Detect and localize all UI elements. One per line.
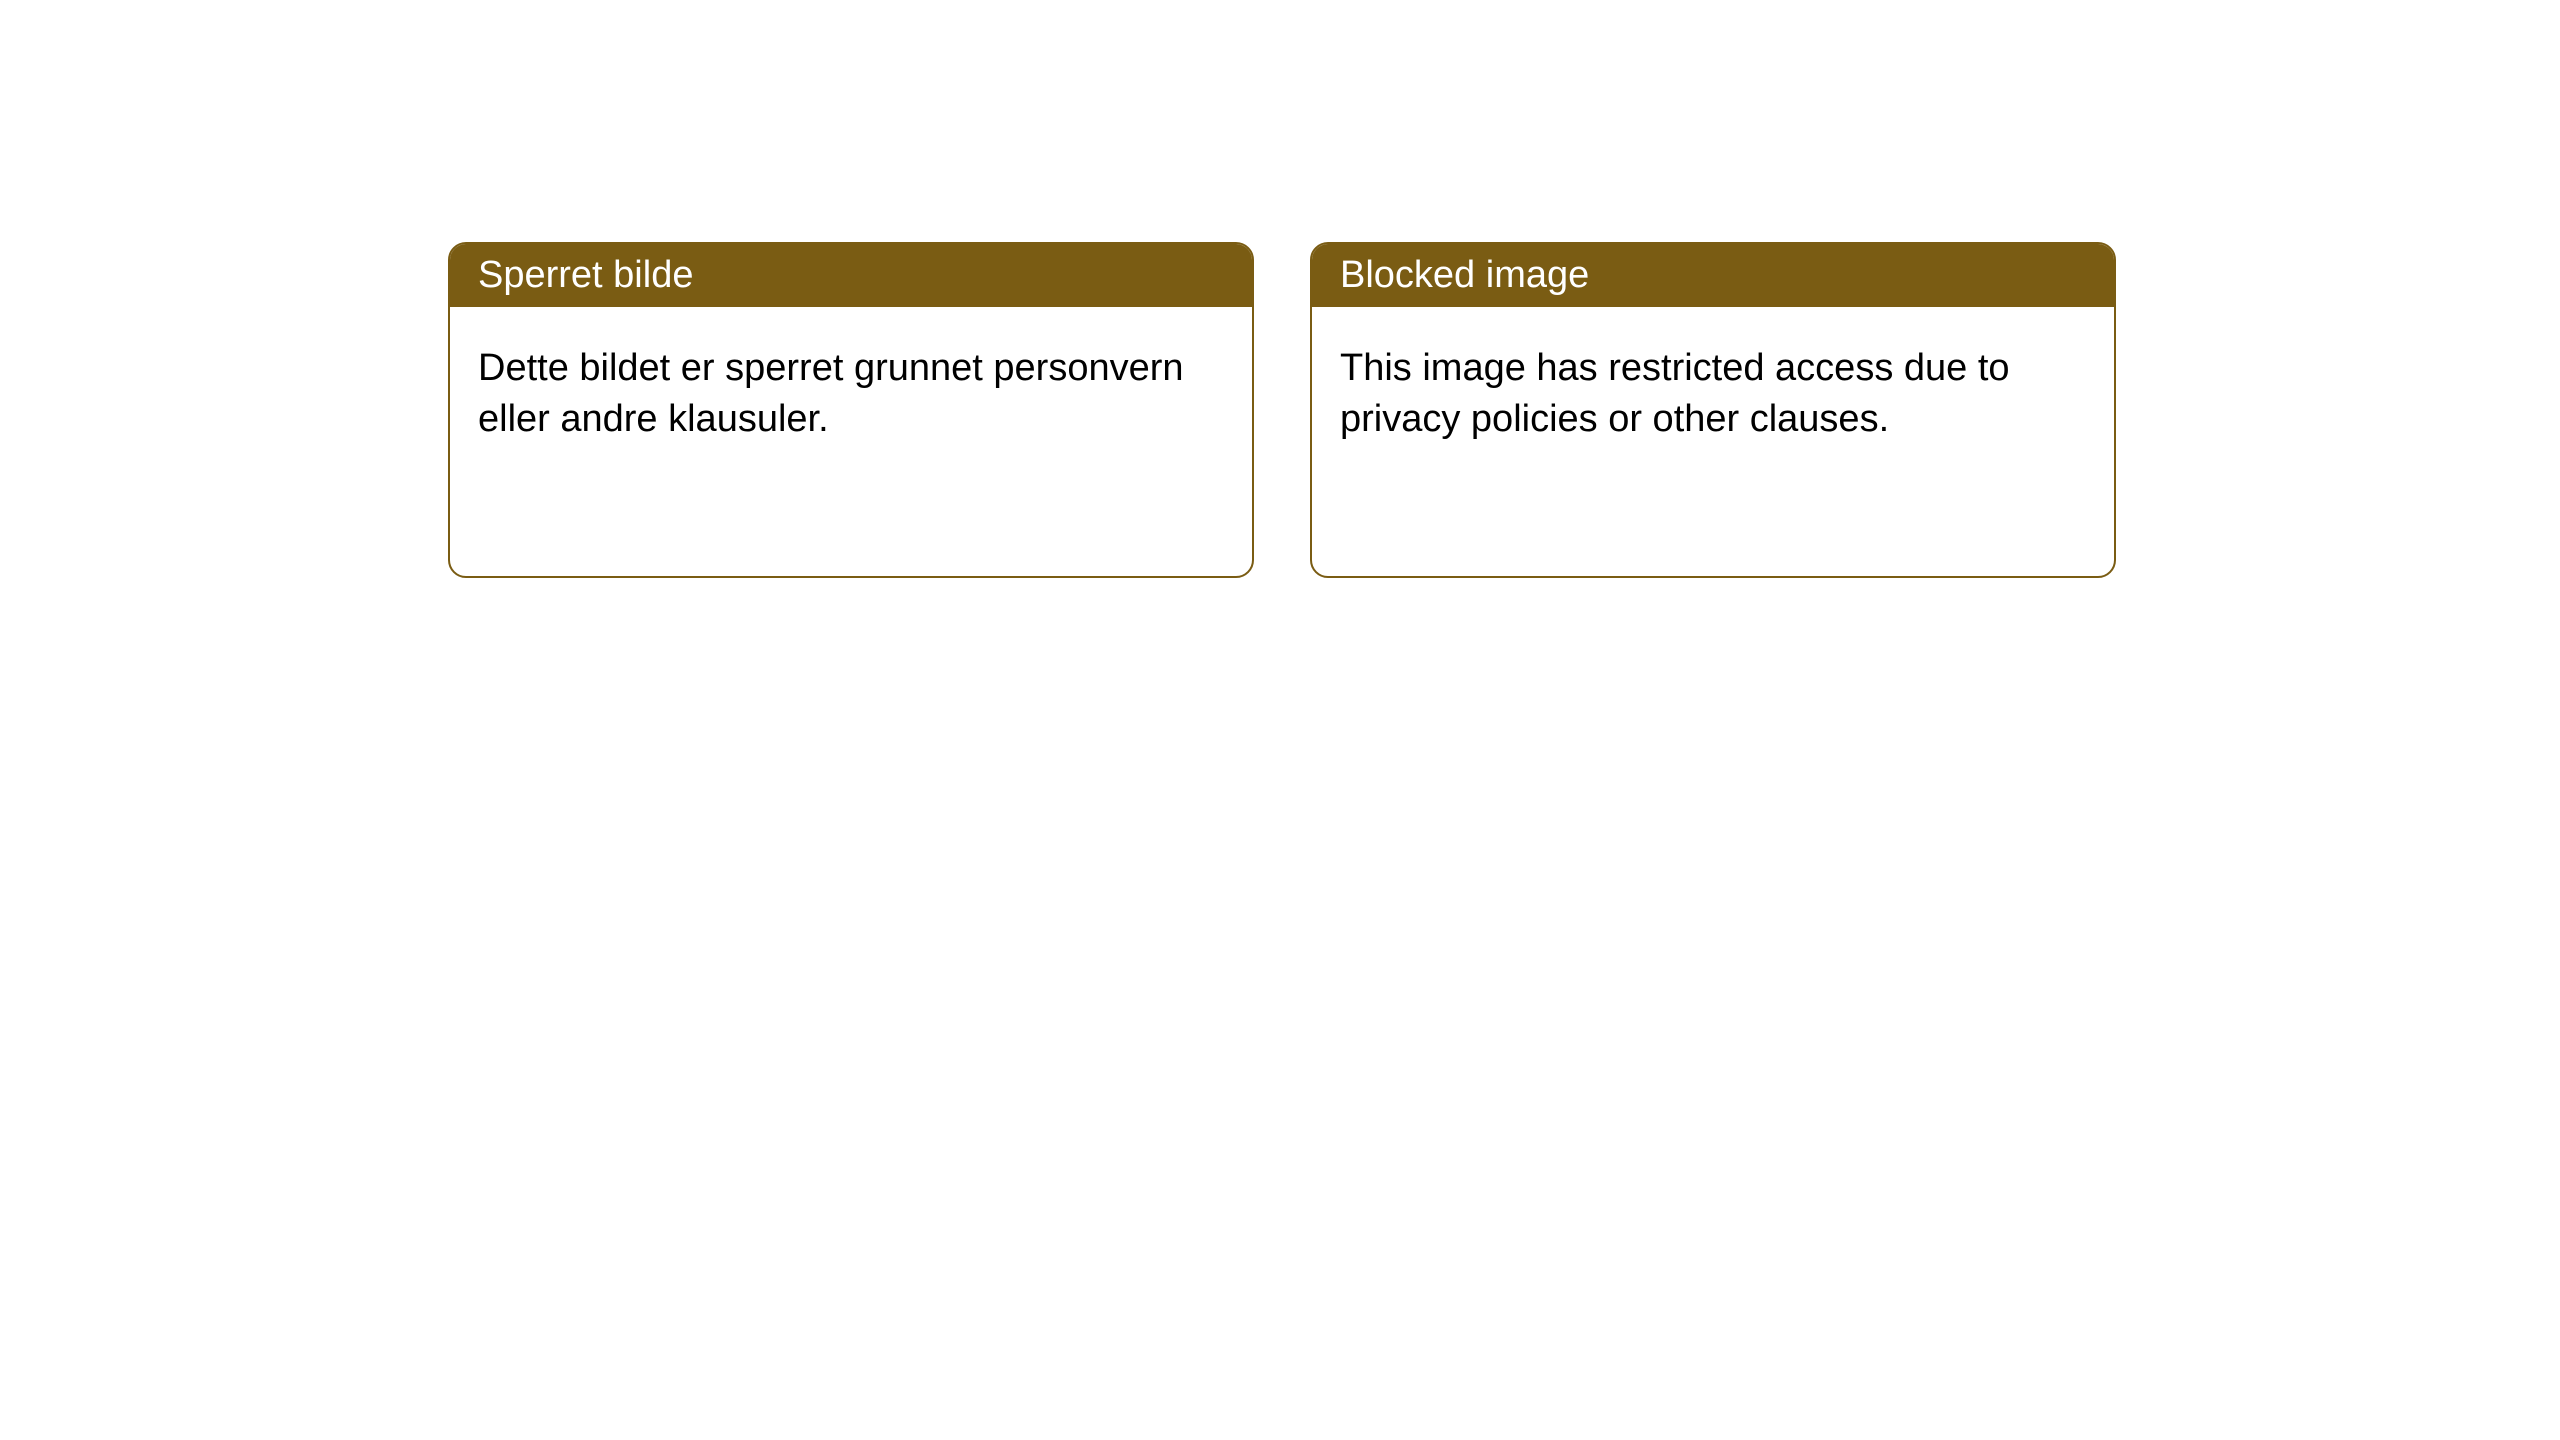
card-body-text: This image has restricted access due to …: [1340, 347, 2010, 440]
card-header: Blocked image: [1312, 244, 2114, 307]
notice-card-english: Blocked image This image has restricted …: [1310, 242, 2116, 578]
card-title: Blocked image: [1340, 254, 1589, 296]
card-body: This image has restricted access due to …: [1312, 307, 2114, 482]
card-header: Sperret bilde: [450, 244, 1252, 307]
notice-card-norwegian: Sperret bilde Dette bildet er sperret gr…: [448, 242, 1254, 578]
notice-cards-container: Sperret bilde Dette bildet er sperret gr…: [0, 0, 2560, 578]
card-body-text: Dette bildet er sperret grunnet personve…: [478, 347, 1184, 440]
card-body: Dette bildet er sperret grunnet personve…: [450, 307, 1252, 482]
card-title: Sperret bilde: [478, 254, 693, 296]
